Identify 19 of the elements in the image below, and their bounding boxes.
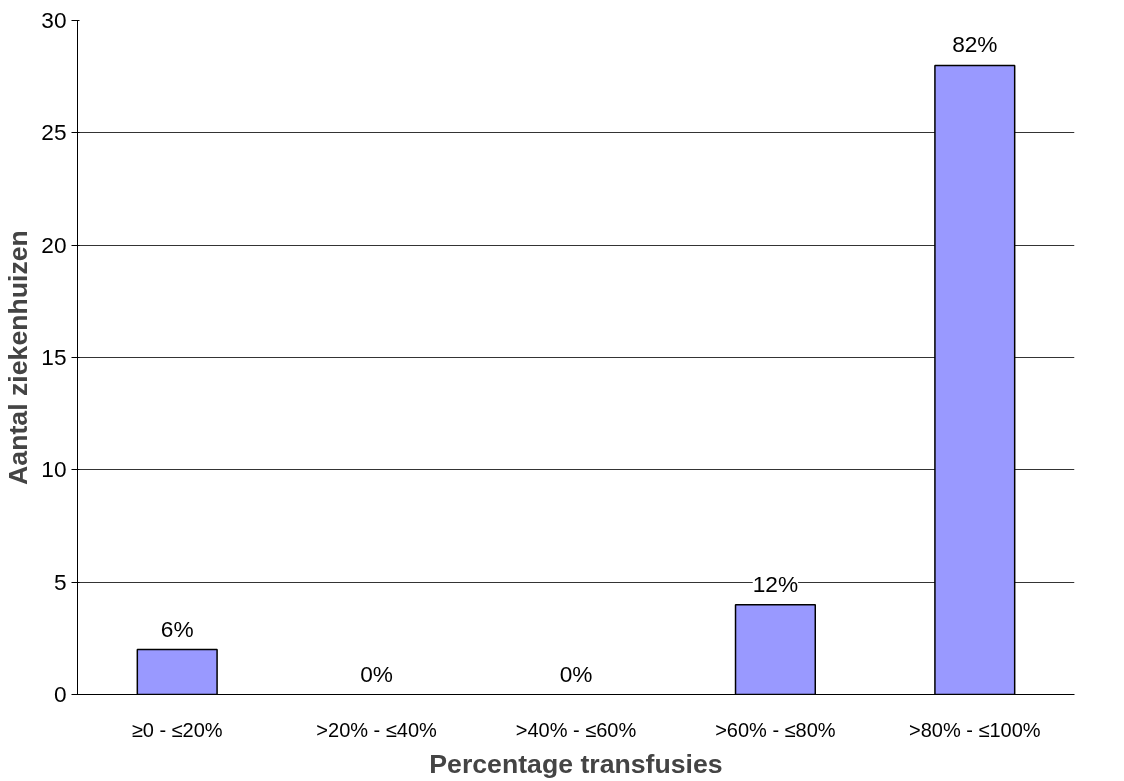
x-tick-label: >40% - ≤60% (515, 718, 637, 741)
annotation: 6% (160, 615, 194, 642)
annotation: 82% (952, 31, 998, 58)
y-tick-label: 10 (41, 456, 67, 483)
y-axis-title: Aantal ziekenhuizen (3, 230, 34, 485)
x-tick-label: >60% - ≤80% (715, 718, 836, 741)
x-tick-label: ≥0 - ≤20% (131, 718, 223, 741)
annotation: 0% (360, 660, 393, 687)
y-tick-label: 5 (53, 568, 67, 595)
x-tick-label: >20% - ≤40% (316, 718, 438, 741)
y-tick-label: 0 (53, 681, 67, 707)
y-tick-label: 15 (41, 344, 67, 370)
y-tick-label: 25 (41, 119, 67, 146)
x-axis-title: Percentage transfusies (429, 748, 723, 779)
x-tick-label: >80% - ≤100% (908, 718, 1041, 741)
y-tick-label: 20 (41, 231, 67, 258)
annotation: 0% (559, 660, 593, 687)
annotation: 12% (752, 570, 799, 597)
y-tick-label: 30 (41, 7, 67, 33)
